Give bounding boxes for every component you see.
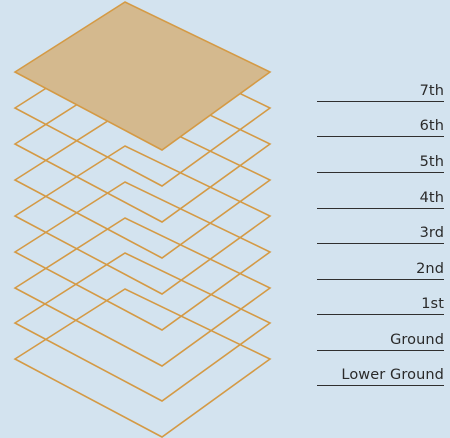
floor-plate-ground[interactable] <box>13 252 272 402</box>
floor-row-6th[interactable]: 6th <box>317 117 444 137</box>
floor-row-3rd[interactable]: 3rd <box>317 224 444 244</box>
floor-row-ground[interactable]: Ground <box>317 331 444 351</box>
floor-label-5th: 5th <box>419 154 444 170</box>
floor-row-lower-ground[interactable]: Lower Ground <box>317 366 444 386</box>
floor-label-3rd: 3rd <box>419 225 444 241</box>
floor-row-5th[interactable]: 5th <box>317 153 444 173</box>
floor-plate-1st[interactable] <box>13 217 272 367</box>
floor-plate-3rd[interactable] <box>13 145 272 295</box>
floor-row-7th[interactable]: 7th <box>317 82 444 102</box>
floor-label-6th: 6th <box>419 118 444 134</box>
floor-plate-2nd[interactable] <box>13 181 272 331</box>
floor-label-lower-ground: Lower Ground <box>341 367 444 383</box>
floor-plate-7th[interactable] <box>13 1 272 151</box>
floor-row-4th[interactable]: 4th <box>317 189 444 209</box>
floor-label-4th: 4th <box>419 190 444 206</box>
floor-plate-lower-ground[interactable] <box>13 288 272 438</box>
floor-plate-4th[interactable] <box>13 109 272 259</box>
floor-label-7th: 7th <box>419 83 444 99</box>
floor-label-2nd: 2nd <box>416 261 444 277</box>
floor-label-1st: 1st <box>421 296 444 312</box>
floor-row-2nd[interactable]: 2nd <box>317 260 444 280</box>
floor-label-ground: Ground <box>390 332 444 348</box>
floor-row-1st[interactable]: 1st <box>317 295 444 315</box>
